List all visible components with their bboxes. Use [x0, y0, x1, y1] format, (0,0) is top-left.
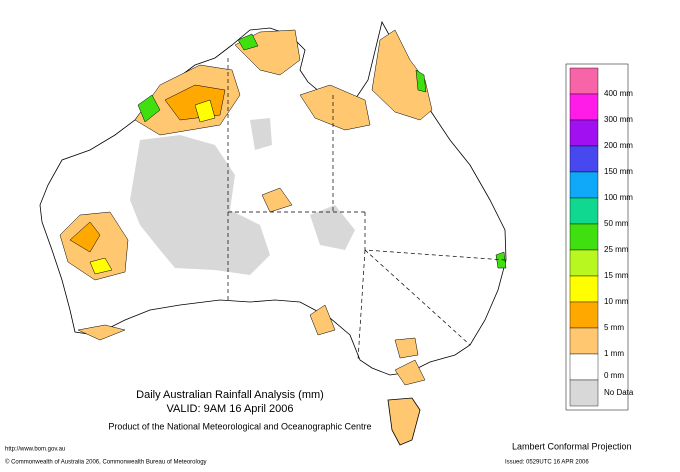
- legend-swatch: [569, 171, 599, 199]
- legend-swatch: [569, 379, 599, 407]
- legend-label: 400 mm: [604, 89, 633, 98]
- legend-label: 300 mm: [604, 115, 633, 124]
- legend: 400 mm 300 mm 200 mm 150 mm 100 mm 50 mm 25 mm…: [565, 63, 634, 411]
- issued: Issued: 0529UTC 16 APR 2006: [505, 460, 589, 466]
- legend-swatch: [569, 353, 599, 381]
- legend-label: No Data: [604, 388, 634, 397]
- legend-swatch: [569, 145, 599, 173]
- product-line: Product of the National Meteorological a…: [108, 421, 371, 431]
- map-title: Daily Australian Rainfall Analysis (mm): [136, 389, 324, 401]
- legend-swatch: [569, 197, 599, 225]
- legend-label: 25 mm: [604, 245, 629, 254]
- tasmania: [387, 397, 421, 446]
- legend-swatch: [569, 119, 599, 147]
- legend-label: 5 mm: [604, 323, 624, 332]
- legend-label: 100 mm: [604, 193, 633, 202]
- legend-label: 50 mm: [604, 219, 629, 228]
- legend-swatch: [569, 93, 599, 121]
- legend-label: 15 mm: [604, 271, 629, 280]
- legend-label: 150 mm: [604, 167, 633, 176]
- copyright: © Commonwealth of Australia 2006, Common…: [5, 459, 207, 466]
- no-data-areas: [130, 118, 355, 275]
- rain-areas: [59, 29, 507, 386]
- legend-swatch: [569, 327, 599, 355]
- legend-label: 0 mm: [604, 371, 624, 380]
- legend-swatch: [569, 275, 599, 303]
- legend-swatch: [569, 67, 599, 95]
- legend-label: 200 mm: [604, 141, 633, 150]
- legend-swatch: [569, 249, 599, 277]
- valid-time: VALID: 9AM 16 April 2006: [167, 403, 294, 415]
- map: [39, 20, 507, 446]
- legend-label: 1 mm: [604, 349, 624, 358]
- projection: Lambert Conformal Projection: [512, 441, 632, 451]
- state-borders: [227, 58, 506, 361]
- url: http://www.bom.gov.au: [5, 447, 65, 453]
- legend-label: 10 mm: [604, 297, 629, 306]
- legend-swatch: [569, 223, 599, 251]
- legend-swatch: [569, 301, 599, 329]
